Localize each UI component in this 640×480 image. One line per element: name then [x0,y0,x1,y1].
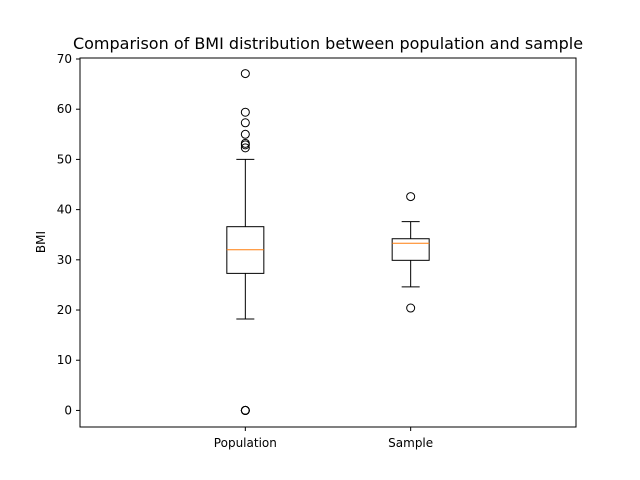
outlier-point [240,69,250,79]
y-axis-label: BMI [34,231,48,253]
outlier-point [406,303,416,313]
y-tick-label: 10 [57,353,72,367]
y-tick-label: 30 [57,253,72,267]
y-tick-label: 50 [57,152,72,166]
box-population [226,69,265,415]
outlier-point [240,138,250,148]
outlier-point [240,107,250,117]
box-sample [391,192,430,313]
y-tick-label: 40 [57,203,72,217]
y-tick-label: 20 [57,303,72,317]
chart-title: Comparison of BMI distribution between p… [73,34,583,53]
plot-area [226,69,430,415]
outlier-point [240,405,250,415]
y-axis: 0 10 20 30 40 50 60 70 [57,52,80,417]
outlier-point [406,192,416,202]
outlier-point [240,129,250,139]
y-tick-label: 70 [57,52,72,66]
outlier-point [240,118,250,128]
y-tick-label: 60 [57,102,72,116]
x-tick-label: Sample [388,436,433,450]
y-tick-label: 0 [64,403,72,417]
plot-frame [79,57,577,428]
x-tick-label: Population [214,436,277,450]
outlier-point [240,143,250,153]
x-axis: Population Sample [214,427,433,450]
iqr-box [391,238,430,261]
